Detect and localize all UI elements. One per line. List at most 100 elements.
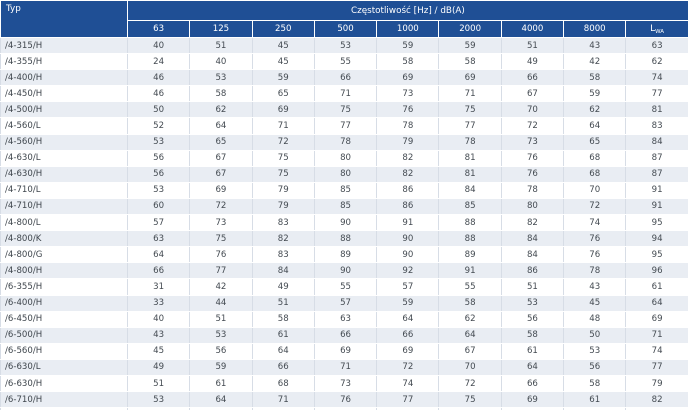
cell-level: 84 xyxy=(251,262,315,280)
cell-level: 72 xyxy=(438,375,502,393)
cell-level: 62 xyxy=(189,101,253,119)
cell-level: 82 xyxy=(376,150,440,167)
table-row: /6-500/H 43 53 61 66 66 64 58 50 71 xyxy=(0,327,688,344)
cell-level: 55 xyxy=(313,278,378,296)
cell-lwa: 71 xyxy=(625,327,688,344)
cell-type: /4-355/H xyxy=(0,53,128,71)
cell-lwa: 63 xyxy=(625,37,688,55)
cell-type: /4-800/G xyxy=(0,246,128,264)
table-row: /4-355/H 24 40 45 55 58 58 49 42 62 xyxy=(0,53,688,71)
cell-lwa: 69 xyxy=(625,311,688,328)
cell-level: 76 xyxy=(313,391,378,409)
column-header-500: 500 xyxy=(313,20,378,38)
cell-level: 65 xyxy=(251,85,315,103)
cell-level: 77 xyxy=(438,117,502,135)
cell-level: 82 xyxy=(376,166,440,183)
cell-level: 67 xyxy=(189,166,253,183)
cell-level: 43 xyxy=(563,278,627,296)
cell-level: 51 xyxy=(189,37,253,55)
cell-level: 80 xyxy=(313,166,378,183)
cell-level: 55 xyxy=(313,53,378,71)
cell-level: 77 xyxy=(313,117,378,135)
cell-level: 53 xyxy=(313,37,378,55)
cell-level: 77 xyxy=(189,262,253,280)
cell-level: 63 xyxy=(126,230,191,248)
cell-level: 57 xyxy=(313,295,378,312)
cell-level: 57 xyxy=(126,214,191,232)
cell-level: 77 xyxy=(376,391,440,409)
cell-level: 65 xyxy=(189,134,253,151)
table-row: /6-800/H586976818279756686 xyxy=(0,407,688,410)
table-row: /4-400/H 46 53 59 66 69 69 66 58 74 xyxy=(0,69,688,87)
column-header-2000: 2000 xyxy=(438,20,502,38)
cell-level: 76 xyxy=(563,246,627,264)
cell-lwa: 84 xyxy=(625,134,688,151)
cell-level: 81 xyxy=(438,166,502,183)
cell-level: 75 xyxy=(251,166,315,183)
cell-level: 79 xyxy=(251,198,315,216)
cell-level: 53 xyxy=(563,343,627,360)
cell-level: 44 xyxy=(189,295,253,312)
cell-level: 64 xyxy=(126,246,191,264)
cell-level: 76 xyxy=(500,150,565,167)
table-row: /4-710/H 60 72 79 85 86 85 80 72 91 xyxy=(0,198,688,216)
table-row: /4-800/H 66 77 84 90 92 91 86 78 96 xyxy=(0,262,688,280)
cell-level: 61 xyxy=(563,391,627,409)
cell-level: 72 xyxy=(376,359,440,376)
cell-level: 51 xyxy=(500,37,565,55)
cell-level: 24 xyxy=(126,53,191,71)
cell-level: 64 xyxy=(189,391,253,409)
table-row: /4-800/L 57 73 83 90 91 88 82 74 95 xyxy=(0,214,688,232)
table-row: /4-710/L 53 69 79 85 86 84 78 70 91 xyxy=(0,182,688,199)
column-header-125: 125 xyxy=(189,20,253,38)
cell-level: 85 xyxy=(438,198,502,216)
cell-type: /6-710/H xyxy=(0,391,128,409)
cell-level: 86 xyxy=(376,182,440,199)
column-header-63: 63 xyxy=(126,20,191,38)
cell-level: 86 xyxy=(500,262,565,280)
cell-level: 68 xyxy=(563,150,627,167)
cell-level: 86 xyxy=(376,198,440,216)
cell-lwa: 91 xyxy=(625,182,688,199)
cell-level: 79 xyxy=(376,134,440,151)
cell-level: 58 xyxy=(500,327,565,344)
cell-level: 53 xyxy=(189,327,253,344)
cell-level: 70 xyxy=(500,101,565,119)
column-header-4000: 4000 xyxy=(500,20,565,38)
cell-type: /6-630/H xyxy=(0,375,128,393)
cell-level: 71 xyxy=(313,359,378,376)
cell-level: 69 xyxy=(313,343,378,360)
column-header-1000: 1000 xyxy=(376,20,440,38)
header-row-frequencies: 63 125 250 500 1000 2000 4000 8000 LWA xyxy=(1,20,688,38)
cell-level: 72 xyxy=(251,134,315,151)
table-row: /4-560/H 53 65 72 78 79 78 73 65 84 xyxy=(0,134,688,151)
cell-level: 88 xyxy=(313,230,378,248)
cell-level: 71 xyxy=(251,117,315,135)
cell-level: 73 xyxy=(313,375,378,393)
cell-level: 53 xyxy=(126,182,191,199)
cell-level: 74 xyxy=(376,375,440,393)
cell-level: 90 xyxy=(376,246,440,264)
table-row: /6-400/H 33 44 51 57 59 58 53 45 64 xyxy=(0,295,688,312)
cell-level: 52 xyxy=(126,117,191,135)
cell-level: 69 xyxy=(251,101,315,119)
table-row: /6-630/L 49 59 66 71 72 70 64 56 77 xyxy=(0,359,688,376)
cell-type: /6-450/H xyxy=(0,311,128,328)
cell-level: 51 xyxy=(126,375,191,393)
column-header-type: Typ xyxy=(0,0,128,38)
cell-type: /4-630/H xyxy=(0,166,128,183)
cell-level: 40 xyxy=(126,311,191,328)
cell-level: 64 xyxy=(376,311,440,328)
cell-level: 62 xyxy=(563,101,627,119)
cell-level: 74 xyxy=(563,214,627,232)
cell-type: /4-800/L xyxy=(0,214,128,232)
cell-lwa: 96 xyxy=(625,262,688,280)
cell-level: 51 xyxy=(189,311,253,328)
cell-lwa: 82 xyxy=(625,391,688,409)
cell-level: 45 xyxy=(126,343,191,360)
cell-level: 72 xyxy=(563,198,627,216)
cell-level: 89 xyxy=(438,246,502,264)
cell-level: 60 xyxy=(126,198,191,216)
